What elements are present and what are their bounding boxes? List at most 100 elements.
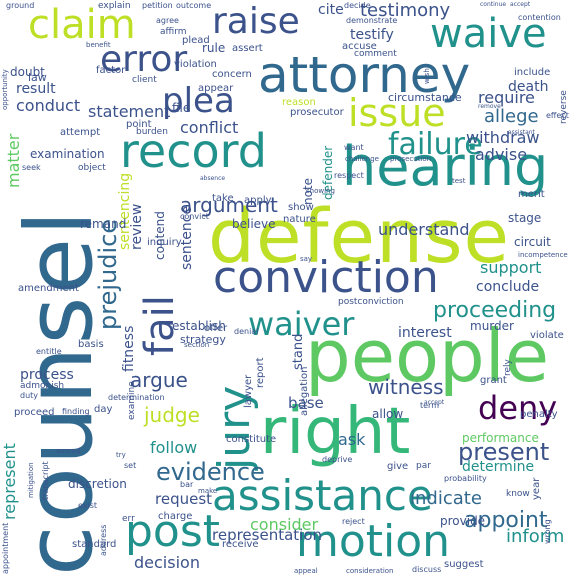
word-duty: duty xyxy=(20,391,39,400)
word-opportunity: opportunity xyxy=(1,69,9,110)
word-absence: absence xyxy=(200,175,226,182)
word-appoint: appoint xyxy=(464,508,548,533)
word-murder: murder xyxy=(470,319,514,333)
word-concern: concern xyxy=(212,69,252,80)
word-raise: raise xyxy=(212,1,300,42)
word-strategy: strategy xyxy=(180,333,226,346)
word-show: show xyxy=(288,202,314,213)
word-conflict: conflict xyxy=(180,118,239,137)
word-lawyer: lawyer xyxy=(243,374,254,408)
word-term: term xyxy=(420,401,439,410)
word-present: present xyxy=(458,438,550,466)
word-want: want xyxy=(344,143,364,152)
word-constitute: constitute xyxy=(226,434,277,445)
word-include: include xyxy=(514,67,551,78)
word-denial: denial xyxy=(234,327,259,336)
word-showing: showing xyxy=(306,187,335,195)
word-day: day xyxy=(94,404,113,415)
word-decision: decision xyxy=(134,553,200,572)
word-right: right xyxy=(260,395,411,469)
word-point: point xyxy=(126,119,152,130)
word-give: give xyxy=(387,461,409,472)
word-believe: believe xyxy=(232,217,276,231)
word-contend: contend xyxy=(153,211,167,260)
word-reason: reason xyxy=(282,97,316,108)
word-convict: convict xyxy=(180,212,209,221)
word-remove: remove xyxy=(478,103,501,110)
word-postconviction: postconviction xyxy=(338,297,404,307)
word-support: support xyxy=(480,258,542,277)
word-conclude: conclude xyxy=(476,279,540,295)
word-outcome: outcome xyxy=(176,1,212,10)
word-accuse: accuse xyxy=(342,41,377,52)
word-report: report xyxy=(255,357,266,388)
word-attempt: attempt xyxy=(60,127,101,138)
word-penalty: penalty xyxy=(520,409,558,420)
word-file: file xyxy=(172,101,191,115)
word-agree: agree xyxy=(156,16,179,25)
word-remand: remand xyxy=(80,217,127,231)
word-sentencing: sentencing xyxy=(117,172,133,250)
word-know: know xyxy=(506,489,530,499)
word-client: client xyxy=(132,75,157,85)
word-grant: grant xyxy=(480,375,507,386)
word-proceed: proceed xyxy=(14,407,55,418)
word-claim: claim xyxy=(28,2,136,48)
word-accept-2: accept xyxy=(510,1,531,8)
word-advise: advise xyxy=(475,145,528,164)
word-testify: testify xyxy=(350,27,394,43)
word-seek: seek xyxy=(22,163,41,172)
word-inquiry: inquiry xyxy=(147,237,182,248)
word-indicate: indicate xyxy=(410,488,482,509)
word-plea: plea xyxy=(162,81,235,121)
word-fitness: fitness xyxy=(121,325,137,372)
word-inform: inform xyxy=(506,526,565,547)
word-ask: ask xyxy=(338,430,366,449)
word-cite: cite xyxy=(318,2,344,18)
word-allow: allow xyxy=(372,407,404,421)
word-test: test xyxy=(452,177,466,185)
word-determine: determine xyxy=(462,459,535,475)
word-testimony: testimony xyxy=(360,0,451,21)
word-plead: plead xyxy=(182,35,210,46)
word-argue: argue xyxy=(130,368,188,392)
word-finding: finding xyxy=(62,407,90,416)
word-say: say xyxy=(300,255,313,263)
word-stage: stage xyxy=(508,211,542,225)
word-discretion: discretion xyxy=(68,477,127,491)
word-par: par xyxy=(416,461,431,471)
word-doubt: doubt xyxy=(10,65,45,79)
word-set: set xyxy=(124,461,137,470)
word-reverse: reverse xyxy=(559,90,569,124)
word-stand: stand xyxy=(291,333,306,370)
word-violation: violation xyxy=(174,59,217,70)
word-waiver: waiver xyxy=(248,305,355,343)
word-object: object xyxy=(78,163,106,173)
word-exist: exist xyxy=(78,501,98,510)
word-consider: consider xyxy=(250,515,319,534)
word-affirm: affirm xyxy=(160,27,187,37)
word-process: process xyxy=(20,367,74,383)
word-establish: establish xyxy=(172,319,226,333)
word-require: require xyxy=(478,88,535,107)
word-benefit: benefit xyxy=(86,41,111,49)
word-error: error xyxy=(100,39,188,80)
word-record: record xyxy=(120,124,267,178)
word-rule: rule xyxy=(202,41,226,55)
word-make: make xyxy=(198,487,218,495)
word-witness: witness xyxy=(368,375,444,399)
word-representation: representation xyxy=(212,526,323,544)
word-issue: issue xyxy=(348,91,446,135)
word-prosecutor: prosecutor xyxy=(290,107,344,118)
word-assert: assert xyxy=(232,43,263,54)
word-contention: contention xyxy=(518,13,561,22)
word-proceeding: proceeding xyxy=(433,298,557,323)
word-amend: amend xyxy=(56,447,81,455)
word-appeal: appeal xyxy=(294,567,318,575)
word-failure: failure xyxy=(388,127,483,162)
word-suggest: suggest xyxy=(444,559,484,570)
word-statement: statement xyxy=(88,102,171,121)
word-probability: probability xyxy=(444,474,487,483)
word-demonstrate: demonstrate xyxy=(346,16,398,25)
